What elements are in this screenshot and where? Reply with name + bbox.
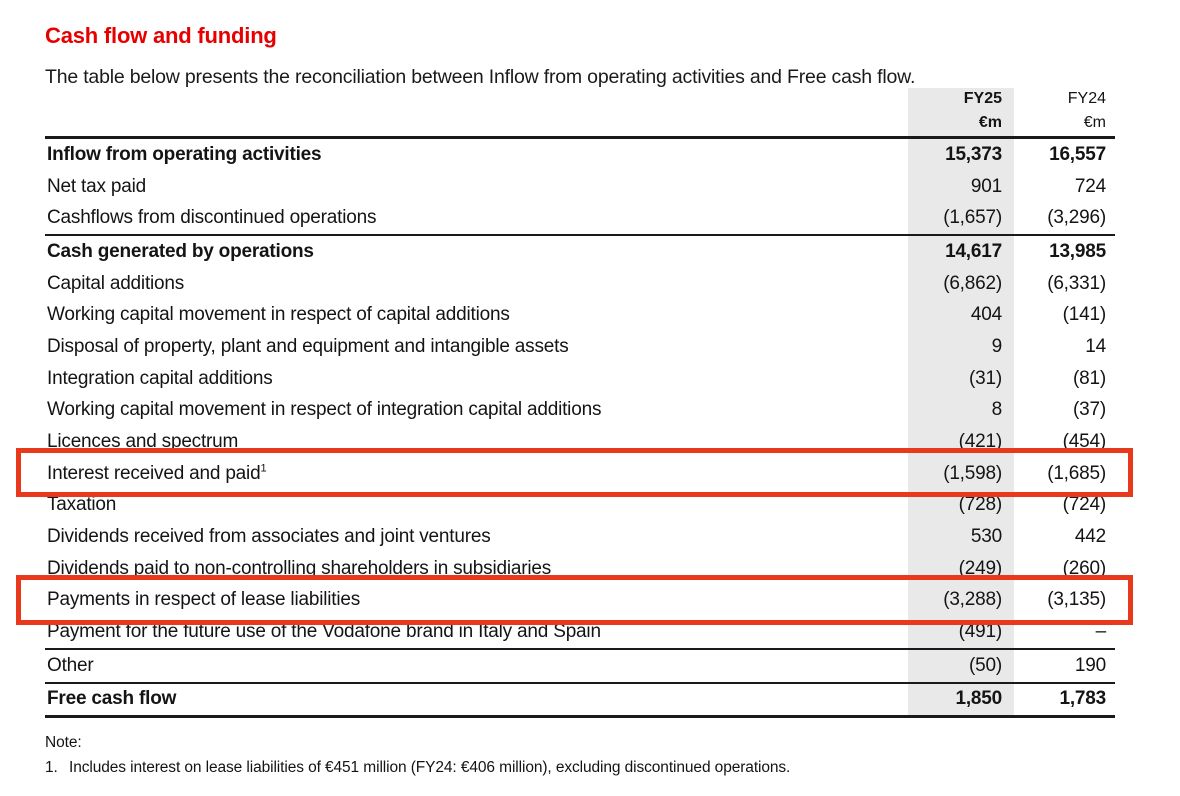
table-row: Integration capital additions (31) (81) — [45, 362, 1115, 395]
row-fy25: (491) — [908, 616, 1014, 650]
row-fy24: – — [1014, 616, 1115, 650]
row-fy25: (3,288) — [908, 584, 1014, 617]
row-fy24: (6,331) — [1047, 272, 1106, 294]
row-label: Disposal of property, plant and equipmen… — [47, 335, 569, 357]
row-fy25: 9 — [908, 331, 1014, 363]
row-label: Other — [47, 654, 94, 676]
note-heading: Note: — [45, 734, 82, 751]
note-marker: 1. — [45, 759, 58, 776]
row-label: Integration capital additions — [47, 367, 273, 389]
row-label: Taxation — [47, 494, 117, 516]
table-row: Other (50) 190 — [45, 649, 1115, 684]
header-fy25-unit: €m — [978, 114, 1002, 131]
table-row: Dividends received from associates and j… — [45, 521, 1115, 553]
row-fy24: (3,135) — [1047, 589, 1106, 611]
row-fy25: 901 — [908, 170, 1014, 203]
row-fy24: (141) — [1062, 304, 1107, 326]
row-fy24: (1,685) — [1047, 462, 1106, 484]
row-label: Interest received and paid — [47, 462, 261, 484]
row-fy25: (728) — [908, 489, 1014, 522]
row-label: Inflow from operating activities — [47, 143, 322, 165]
row-label: Licences and spectrum — [47, 431, 239, 453]
table-row: Net tax paid 901 724 — [45, 170, 1115, 203]
table-row: Cash generated by operations 14,617 13,9… — [45, 235, 1115, 268]
table-row: Cashflows from discontinued operations (… — [45, 202, 1115, 237]
page-title: Cash flow and funding — [45, 22, 277, 48]
row-fy25: (1,657) — [908, 202, 1014, 237]
note-item: 1. Includes interest on lease liabilitie… — [45, 755, 790, 780]
row-label: Capital additions — [47, 272, 185, 294]
row-fy24: (724) — [1062, 494, 1107, 516]
table-row: Licences and spectrum (421) (454) — [45, 426, 1115, 458]
row-fy24: (37) — [1073, 399, 1106, 421]
row-label: Dividends paid to non-controlling shareh… — [47, 557, 552, 579]
row-label: Dividends received from associates and j… — [47, 526, 491, 548]
table-row: Capital additions (6,862) (6,331) — [45, 267, 1115, 300]
row-fy25: (1,598) — [908, 457, 1014, 490]
row-fy24: (81) — [1073, 367, 1106, 389]
note-text: Includes interest on lease liabilities o… — [69, 759, 791, 776]
row-sup: 1 — [260, 462, 267, 475]
table-body: Inflow from operating activities 15,373 … — [45, 137, 1115, 718]
row-fy24: 14 — [1085, 335, 1106, 357]
header-fy24: FY24 €m — [1014, 88, 1115, 139]
row-fy25: 8 — [908, 394, 1014, 427]
table-row: Working capital movement in respect of c… — [45, 299, 1115, 332]
row-label: Working capital movement in respect of i… — [47, 399, 602, 421]
row-fy25: (50) — [908, 649, 1014, 684]
header-fy25: FY25 €m — [908, 88, 1014, 139]
row-fy25: (31) — [908, 362, 1014, 395]
table-row: Payment for the future use of the Vodafo… — [45, 616, 1115, 650]
page-subtitle: The table below presents the reconciliat… — [45, 65, 916, 88]
header-fy24-unit: €m — [1083, 114, 1106, 131]
table-row: Dividends paid to non-controlling shareh… — [45, 552, 1115, 585]
row-fy24: 13,985 — [1049, 240, 1106, 262]
table-row: Inflow from operating activities 15,373 … — [45, 137, 1115, 171]
row-fy24: 442 — [1074, 526, 1106, 548]
row-label: Cashflows from discontinued operations — [47, 207, 377, 229]
row-fy25: 530 — [908, 521, 1014, 553]
row-fy24: (260) — [1062, 557, 1107, 579]
row-fy25: 14,617 — [908, 235, 1014, 268]
table-row: Interest received and paid1 (1,598) (1,6… — [45, 457, 1115, 490]
row-fy24: 724 — [1074, 175, 1106, 197]
table-row: Free cash flow 1,850 1,783 — [45, 682, 1115, 718]
row-fy25: 1,850 — [908, 682, 1014, 718]
table-row: Working capital movement in respect of i… — [45, 394, 1115, 427]
row-label: Working capital movement in respect of c… — [47, 304, 510, 326]
table-row: Disposal of property, plant and equipmen… — [45, 331, 1115, 363]
header-fy25-year: FY25 — [963, 90, 1002, 107]
row-fy25: (421) — [908, 426, 1014, 458]
row-fy24: (3,296) — [1014, 202, 1115, 237]
note-block: Note: 1. Includes interest on lease liab… — [45, 730, 790, 780]
row-label: Net tax paid — [47, 175, 146, 197]
row-fy24: 1,783 — [1014, 682, 1115, 718]
header-label-spacer — [45, 88, 908, 139]
row-label: Payments in respect of lease liabilities — [47, 589, 361, 611]
row-label: Cash generated by operations — [47, 240, 314, 262]
table-header-row: FY25 €m FY24 €m — [45, 88, 1115, 139]
row-fy25: 404 — [908, 299, 1014, 332]
cash-flow-table: FY25 €m FY24 €m Inflow from operating ac… — [45, 88, 1115, 718]
table-row: Taxation (728) (724) — [45, 489, 1115, 522]
row-fy24: 190 — [1014, 649, 1115, 684]
row-fy24: 16,557 — [1049, 143, 1106, 165]
row-fy25: 15,373 — [908, 137, 1014, 171]
row-fy25: (249) — [908, 552, 1014, 585]
row-label: Payment for the future use of the Vodafo… — [47, 621, 601, 643]
row-label: Free cash flow — [47, 688, 177, 710]
table-row: Payments in respect of lease liabilities… — [45, 584, 1115, 617]
row-fy25: (6,862) — [908, 267, 1014, 300]
header-fy24-year: FY24 — [1067, 90, 1106, 107]
row-fy24: (454) — [1062, 431, 1107, 453]
